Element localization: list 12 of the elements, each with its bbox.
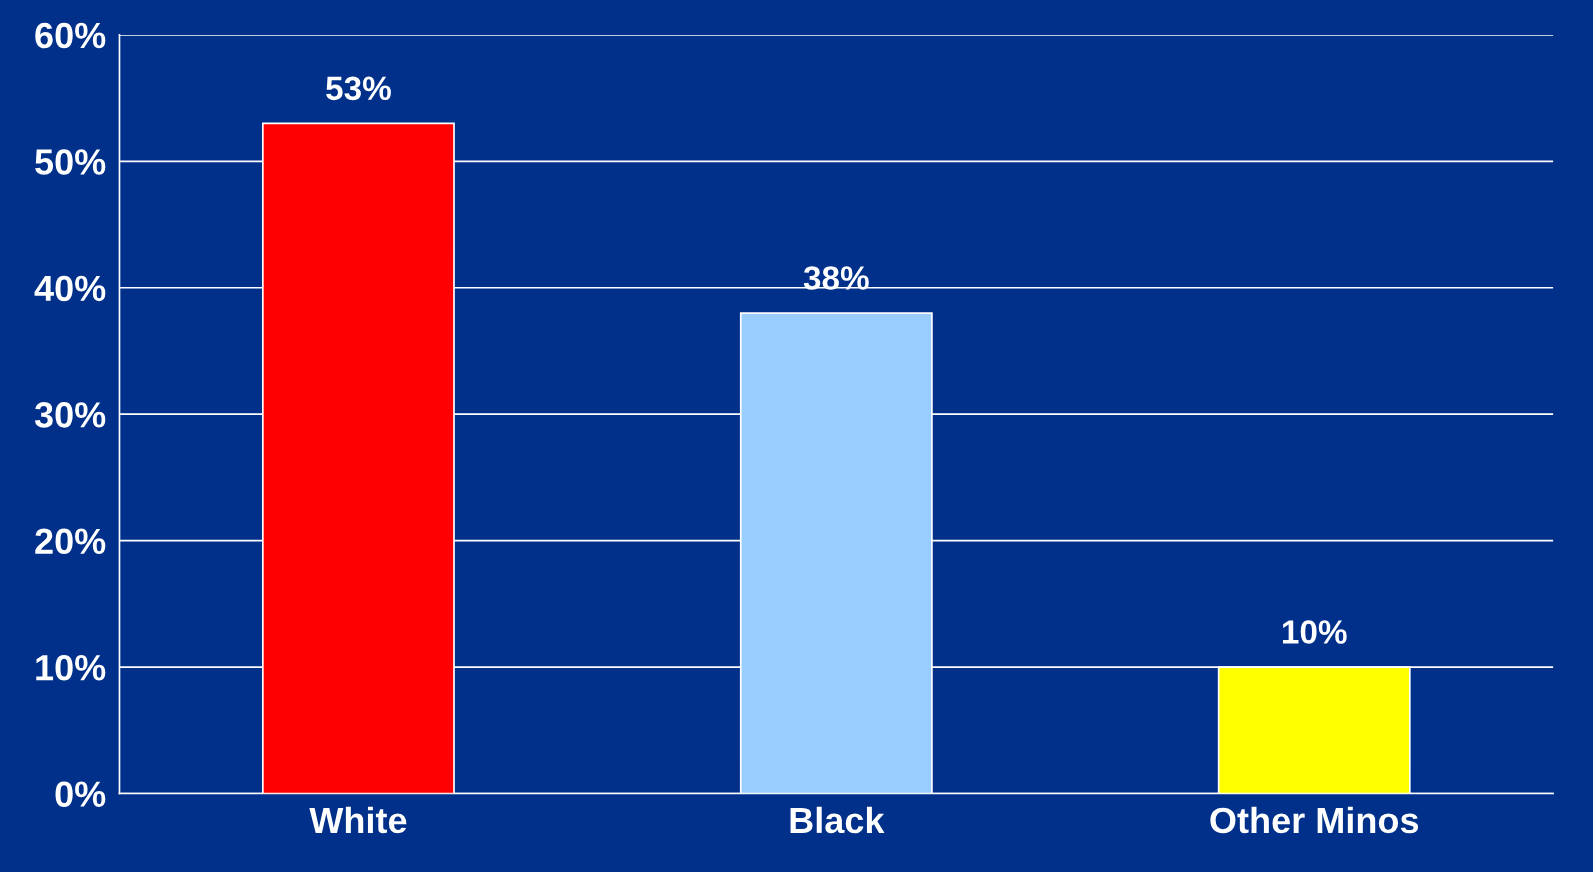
x-tick-label: Black bbox=[790, 806, 885, 834]
y-tick-label: 20% bbox=[35, 528, 106, 555]
x-tick-label: Other Minos bbox=[1210, 806, 1419, 834]
y-tick-label: 60% bbox=[35, 22, 106, 49]
y-tick-label: 30% bbox=[34, 402, 106, 428]
x-tick-label: White bbox=[309, 806, 407, 834]
y-tick-label: 10% bbox=[36, 654, 106, 681]
y-tick-label: 0% bbox=[55, 781, 106, 807]
data-label: 53% bbox=[326, 76, 391, 101]
y-tick-label: 40% bbox=[34, 275, 106, 302]
data-label: 10% bbox=[1282, 620, 1347, 644]
y-tick-label: 50% bbox=[35, 149, 106, 175]
